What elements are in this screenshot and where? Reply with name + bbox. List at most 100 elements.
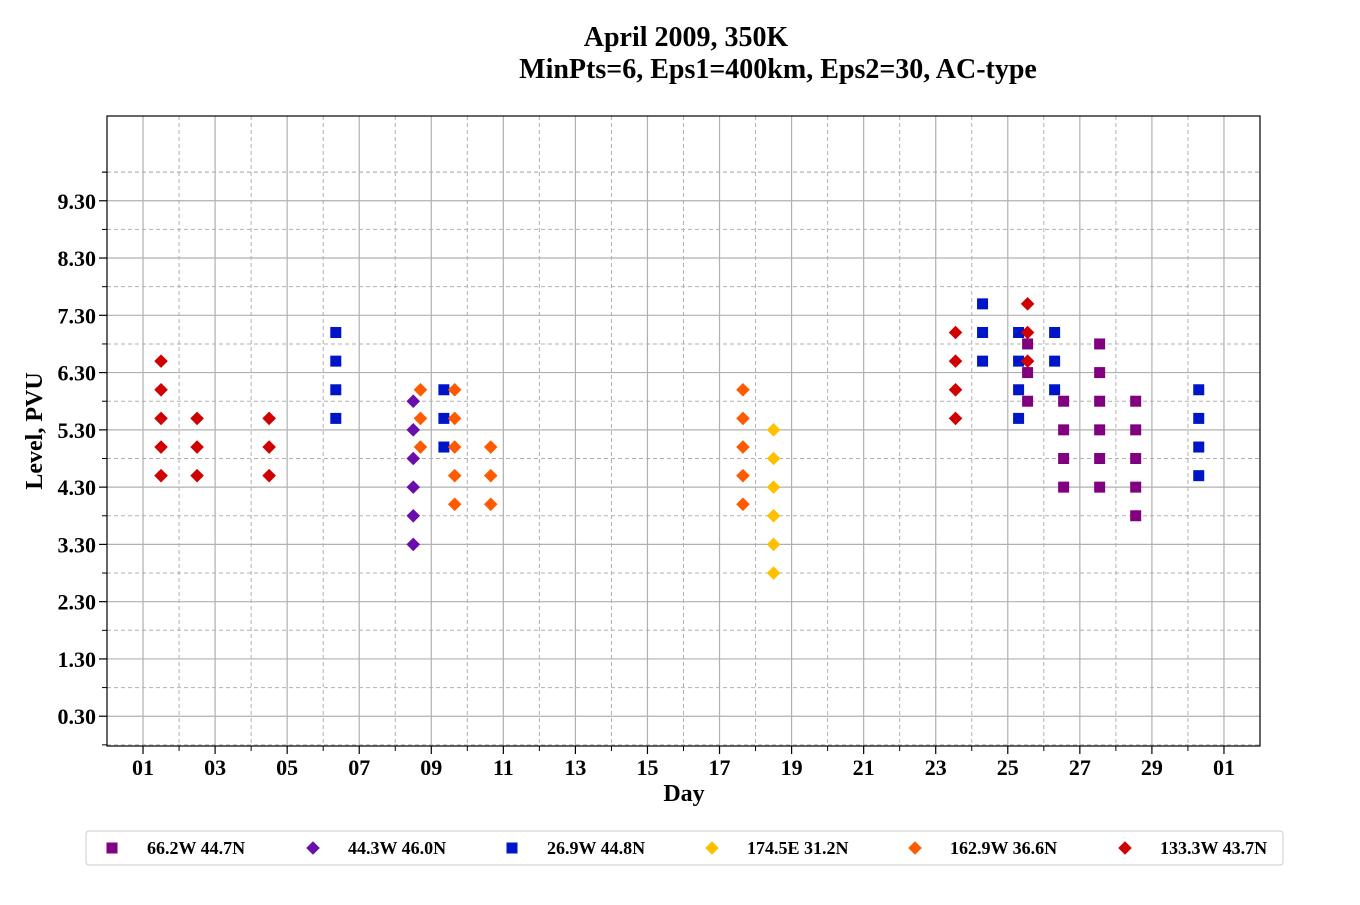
data-point [977, 355, 989, 367]
x-tick-label: 27 [1069, 755, 1091, 780]
ticks-layer: 01 03 05 07 09 11 13 15 17 19 21 23 25 27 29 01 0.30 1.30… [58, 171, 1235, 780]
data-point [948, 354, 963, 368]
data-point [262, 468, 276, 483]
data-point [1049, 326, 1061, 338]
y-tick-label: 8.30 [58, 246, 97, 271]
data-point [1130, 452, 1142, 464]
data-point [766, 480, 781, 494]
data-point [483, 440, 498, 454]
x-tick-label: 25 [997, 755, 1019, 780]
y-tick-label: 1.30 [58, 647, 97, 672]
data-point [1022, 338, 1034, 350]
legend-marker [908, 841, 922, 855]
data-point [154, 354, 168, 368]
legend-marker [1118, 841, 1132, 855]
data-point [330, 412, 342, 424]
data-point [1020, 297, 1035, 311]
data-point [438, 412, 450, 424]
legend-marker [506, 842, 518, 854]
data-point [977, 298, 989, 310]
data-point [948, 382, 963, 397]
data-point [1193, 384, 1205, 396]
x-tick-label: 03 [204, 755, 226, 780]
x-tick-label: 07 [348, 755, 370, 780]
data-point [330, 355, 342, 367]
data-point [406, 537, 421, 552]
data-point [447, 382, 462, 397]
data-point [190, 468, 204, 483]
data-point [766, 508, 781, 523]
data-point [1058, 452, 1070, 464]
data-point [1094, 424, 1106, 436]
legend-label: 26.9W 44.8N [547, 838, 645, 858]
data-point [1049, 355, 1061, 367]
legend-label: 66.2W 44.7N [147, 838, 245, 858]
data-point [262, 411, 276, 426]
y-tick-label: 6.30 [58, 361, 97, 386]
data-point [1094, 338, 1106, 350]
data-point [406, 480, 421, 494]
data-point [330, 384, 342, 396]
data-point [1013, 412, 1025, 424]
data-point [447, 411, 462, 426]
x-tick-label: 11 [493, 755, 514, 780]
x-tick-label: 23 [925, 755, 947, 780]
data-point [1130, 395, 1142, 407]
legend-label: 44.3W 46.0N [348, 838, 446, 858]
data-point [154, 468, 168, 483]
legend-label: 174.5E 31.2N [747, 838, 849, 858]
y-axis-label: Level, PVU [22, 372, 48, 489]
data-point [736, 411, 750, 426]
data-point [438, 441, 450, 453]
data-point [406, 423, 421, 437]
data-point [154, 440, 168, 454]
legend: 66.2W 44.7N 44.3W 46.0N 26.9W 44.8N 174.5E … [85, 830, 1284, 866]
data-point [1193, 412, 1205, 424]
data-point [1130, 481, 1142, 493]
legend-label: 162.9W 36.6N [950, 838, 1057, 858]
data-point [736, 468, 750, 483]
legend-marker [306, 841, 320, 855]
data-point [447, 497, 462, 512]
marks-layer [154, 297, 1205, 580]
y-tick-label: 3.30 [58, 532, 97, 557]
series-2 [406, 394, 421, 552]
y-tick-label: 7.30 [58, 303, 97, 328]
data-point [190, 411, 204, 426]
data-point [406, 451, 421, 466]
data-point [447, 440, 462, 454]
data-point [483, 497, 498, 512]
x-tick-label: 01 [132, 755, 154, 780]
grid-layer [107, 116, 1260, 746]
data-point [1020, 354, 1035, 368]
y-tick-label: 0.30 [58, 704, 97, 729]
legend-marker [705, 841, 719, 855]
y-tick-label: 2.30 [58, 590, 97, 615]
x-tick-label: 09 [420, 755, 442, 780]
data-point [413, 440, 428, 454]
data-point [154, 411, 168, 426]
data-point [447, 468, 462, 483]
legend-label: 133.3W 43.7N [1160, 838, 1267, 858]
data-point [406, 508, 421, 523]
plot-frame [106, 115, 1261, 747]
data-point [736, 382, 750, 397]
data-point [1130, 424, 1142, 436]
data-point [413, 411, 428, 426]
data-point [1094, 367, 1106, 379]
y-tick-label: 5.30 [58, 418, 97, 443]
data-point [766, 566, 781, 580]
x-tick-label: 13 [564, 755, 586, 780]
chart-title: April 2009, 350K [584, 22, 789, 53]
data-point [1049, 384, 1061, 396]
data-point [1094, 395, 1106, 407]
data-point [1022, 395, 1034, 407]
data-point [413, 382, 428, 397]
data-point [977, 326, 989, 338]
data-point [1058, 424, 1070, 436]
data-point [1094, 452, 1106, 464]
data-point [766, 423, 781, 437]
data-point [154, 382, 168, 397]
